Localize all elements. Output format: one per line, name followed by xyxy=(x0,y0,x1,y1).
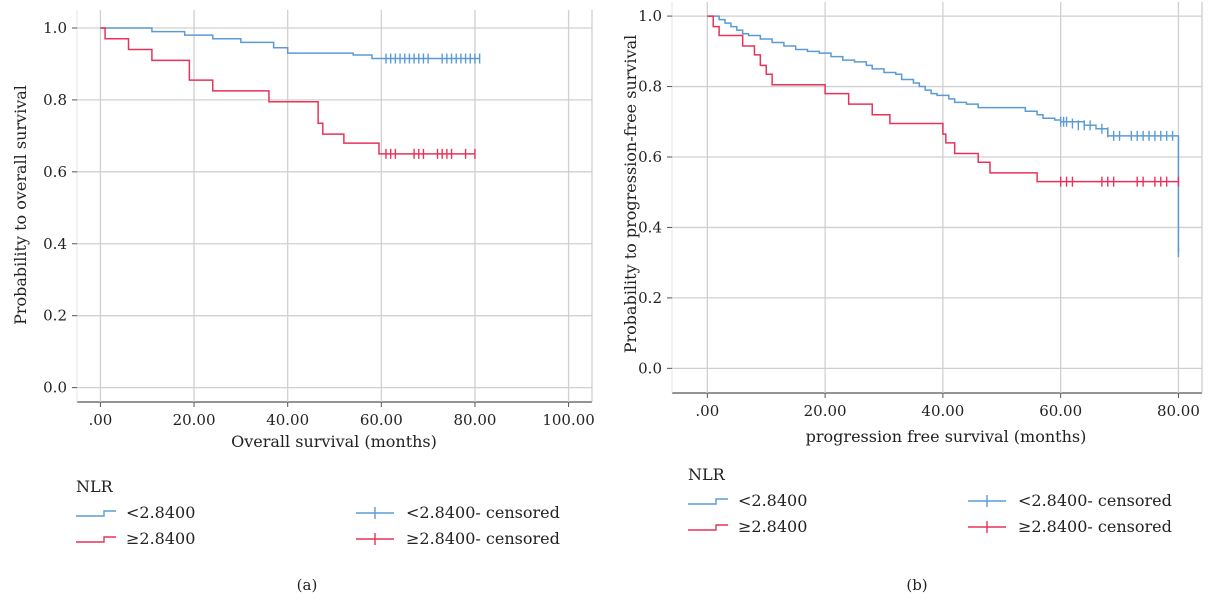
km-curve-low-nlr xyxy=(707,15,1180,253)
legend-label: <2.8400 xyxy=(126,503,195,522)
legend: NLR <2.8400 ≥2.8400 <2.8400- censored ≥2.840… xyxy=(76,477,560,548)
km-curve-high-nlr xyxy=(707,15,1179,183)
x-tick-label: 40.00 xyxy=(921,402,964,420)
km-curve-low-nlr xyxy=(100,27,480,60)
legend-label: ≥2.8400 xyxy=(126,529,195,548)
legend-label: <2.8400 xyxy=(738,491,807,510)
y-tick-label: 0.4 xyxy=(43,235,67,253)
legend-swatch-high-nlr xyxy=(688,524,728,531)
x-tick-label: 80.00 xyxy=(1157,402,1200,420)
y-tick-label: 0.0 xyxy=(638,359,662,377)
legend-swatch-low-nlr xyxy=(76,510,116,517)
x-tick-label: 100.00 xyxy=(542,411,595,429)
y-tick-label: 0.4 xyxy=(638,218,662,236)
y-tick-label: 0.6 xyxy=(43,163,67,181)
legend-label: ≥2.8400- censored xyxy=(406,529,560,548)
legend-label: <2.8400- censored xyxy=(406,503,560,522)
km-curve-high-nlr xyxy=(100,27,475,155)
legend-label: ≥2.8400- censored xyxy=(1018,517,1172,536)
y-tick-label: 0.8 xyxy=(43,91,67,109)
legend-swatch-high-nlr xyxy=(76,536,116,543)
chart-panel-a: .00 20.00 40.00 60.00 80.00 100.00 0.0 0.2 0.4 0.… xyxy=(11,10,595,594)
y-axis-label: Probability to overall survival xyxy=(11,85,30,325)
y-tick-label: 0.8 xyxy=(638,78,662,96)
x-axis-label: progression free survival (months) xyxy=(806,427,1087,446)
legend: NLR <2.8400 ≥2.8400 <2.8400- censored ≥2.840… xyxy=(688,465,1172,536)
panel-caption: (b) xyxy=(906,576,927,594)
y-tick-label: 0.6 xyxy=(638,148,662,166)
x-tick-label: 60.00 xyxy=(360,411,403,429)
y-tick-label: 0.0 xyxy=(43,379,67,397)
legend-swatch-censored-low-nlr xyxy=(968,495,1006,507)
x-axis-label: Overall survival (months) xyxy=(231,432,437,451)
legend-label: <2.8400- censored xyxy=(1018,491,1172,510)
chart-panel-b: .00 20.00 40.00 60.00 80.00 0.0 0.2 0.4 0.6 0.8 1.… xyxy=(621,2,1203,594)
legend-swatch-censored-high-nlr xyxy=(968,521,1006,533)
legend-label: ≥2.8400 xyxy=(738,517,807,536)
y-axis-label: Probability to progression-free survival xyxy=(621,35,640,354)
x-tick-label: 80.00 xyxy=(453,411,496,429)
y-tick-label: 1.0 xyxy=(43,19,67,37)
x-tick-label: .00 xyxy=(88,411,112,429)
legend-swatch-censored-low-nlr xyxy=(356,507,394,519)
legend-swatch-low-nlr xyxy=(688,498,728,505)
y-tick-label: 0.2 xyxy=(638,289,662,307)
x-tick-label: 20.00 xyxy=(173,411,216,429)
x-tick-label: 60.00 xyxy=(1039,402,1082,420)
x-tick-label: 40.00 xyxy=(266,411,309,429)
x-tick-label: .00 xyxy=(695,402,719,420)
x-tick-label: 20.00 xyxy=(804,402,847,420)
legend-title: NLR xyxy=(688,465,726,484)
legend-title: NLR xyxy=(76,477,114,496)
y-tick-label: 0.2 xyxy=(43,307,67,325)
y-tick-label: 1.0 xyxy=(638,7,662,25)
panel-caption: (a) xyxy=(297,576,318,594)
legend-swatch-censored-high-nlr xyxy=(356,533,394,545)
